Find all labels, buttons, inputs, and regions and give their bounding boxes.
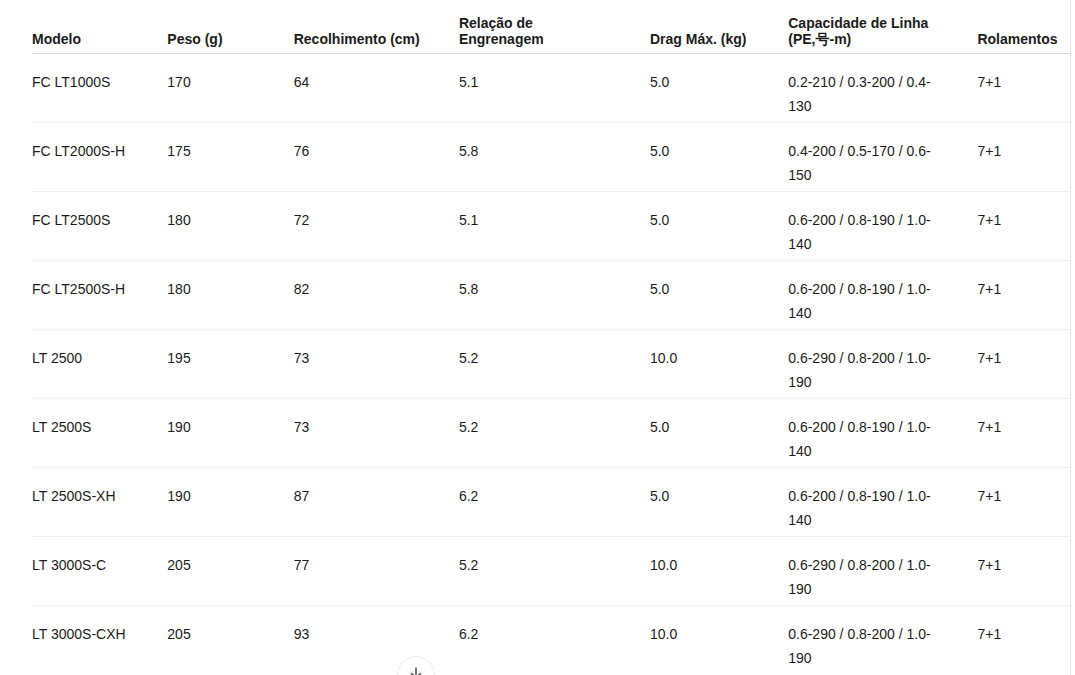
table-row: LT 3000S-C205775.210.00.6-290 / 0.8-200 … bbox=[32, 537, 1070, 606]
cell-rolamentos: 7+1 bbox=[977, 484, 1070, 508]
column-header-recolhimento: Recolhimento (cm) bbox=[294, 31, 459, 53]
cell-peso: 170 bbox=[167, 70, 293, 94]
cell-peso: 205 bbox=[167, 553, 293, 577]
cell-drag: 10.0 bbox=[650, 622, 788, 646]
table-row: FC LT2000S-H175765.85.00.4-200 / 0.5-170… bbox=[32, 123, 1070, 192]
cell-recolhimento: 93 bbox=[294, 622, 459, 646]
cell-peso: 175 bbox=[167, 139, 293, 163]
cell-capacidade: 0.6-200 / 0.8-190 / 1.0-140 bbox=[788, 277, 977, 325]
cell-modelo: LT 2500 bbox=[32, 346, 167, 370]
cell-capacidade: 0.2-210 / 0.3-200 / 0.4-130 bbox=[788, 70, 977, 118]
cell-rolamentos: 7+1 bbox=[977, 277, 1070, 301]
cell-relacao: 5.2 bbox=[459, 346, 650, 370]
cell-rolamentos: 7+1 bbox=[977, 139, 1070, 163]
cell-recolhimento: 87 bbox=[294, 484, 459, 508]
table-body: FC LT1000S170645.15.00.2-210 / 0.3-200 /… bbox=[32, 54, 1070, 675]
cell-peso: 180 bbox=[167, 208, 293, 232]
cell-drag: 5.0 bbox=[650, 70, 788, 94]
cell-rolamentos: 7+1 bbox=[977, 70, 1070, 94]
table-header-row: ModeloPeso (g)Recolhimento (cm)Relação d… bbox=[32, 0, 1070, 54]
cell-capacidade: 0.6-290 / 0.8-200 / 1.0-190 bbox=[788, 553, 977, 601]
cell-relacao: 6.2 bbox=[459, 622, 650, 646]
table-row: LT 3000S-CXH205936.210.00.6-290 / 0.8-20… bbox=[32, 606, 1070, 675]
cell-rolamentos: 7+1 bbox=[977, 415, 1070, 439]
spec-table: ModeloPeso (g)Recolhimento (cm)Relação d… bbox=[0, 0, 1070, 675]
cell-relacao: 5.1 bbox=[459, 208, 650, 232]
cell-drag: 5.0 bbox=[650, 139, 788, 163]
cell-modelo: FC LT2500S-H bbox=[32, 277, 167, 301]
cell-modelo: LT 2500S bbox=[32, 415, 167, 439]
cell-drag: 5.0 bbox=[650, 415, 788, 439]
column-header-drag: Drag Máx. (kg) bbox=[650, 31, 788, 53]
cell-recolhimento: 64 bbox=[294, 70, 459, 94]
cell-rolamentos: 7+1 bbox=[977, 346, 1070, 370]
column-header-modelo: Modelo bbox=[32, 31, 167, 53]
table-row: LT 2500195735.210.00.6-290 / 0.8-200 / 1… bbox=[32, 330, 1070, 399]
column-header-capacidade: Capacidade de Linha (PE,号-m) bbox=[788, 15, 977, 53]
cell-recolhimento: 76 bbox=[294, 139, 459, 163]
table-row: LT 2500S190735.25.00.6-200 / 0.8-190 / 1… bbox=[32, 399, 1070, 468]
cell-modelo: FC LT1000S bbox=[32, 70, 167, 94]
cell-rolamentos: 7+1 bbox=[977, 553, 1070, 577]
cell-drag: 10.0 bbox=[650, 346, 788, 370]
table-row: FC LT2500S-H180825.85.00.6-200 / 0.8-190… bbox=[32, 261, 1070, 330]
cell-drag: 5.0 bbox=[650, 484, 788, 508]
cell-drag: 5.0 bbox=[650, 208, 788, 232]
cell-recolhimento: 82 bbox=[294, 277, 459, 301]
table-row: LT 2500S-XH190876.25.00.6-200 / 0.8-190 … bbox=[32, 468, 1070, 537]
cell-relacao: 5.8 bbox=[459, 139, 650, 163]
table-row: FC LT2500S180725.15.00.6-200 / 0.8-190 /… bbox=[32, 192, 1070, 261]
cell-peso: 195 bbox=[167, 346, 293, 370]
cell-recolhimento: 77 bbox=[294, 553, 459, 577]
cell-modelo: LT 3000S-C bbox=[32, 553, 167, 577]
cell-rolamentos: 7+1 bbox=[977, 622, 1070, 646]
cell-drag: 5.0 bbox=[650, 277, 788, 301]
cell-recolhimento: 73 bbox=[294, 346, 459, 370]
cell-peso: 205 bbox=[167, 622, 293, 646]
cell-capacidade: 0.6-200 / 0.8-190 / 1.0-140 bbox=[788, 484, 977, 532]
cell-capacidade: 0.6-200 / 0.8-190 / 1.0-140 bbox=[788, 415, 977, 463]
cell-peso: 190 bbox=[167, 484, 293, 508]
column-header-peso: Peso (g) bbox=[167, 31, 293, 53]
column-header-relacao: Relação de Engrenagem bbox=[459, 15, 650, 53]
cell-drag: 10.0 bbox=[650, 553, 788, 577]
cell-recolhimento: 73 bbox=[294, 415, 459, 439]
table-right-border bbox=[1070, 0, 1071, 675]
cell-peso: 180 bbox=[167, 277, 293, 301]
cell-relacao: 5.1 bbox=[459, 70, 650, 94]
cell-modelo: LT 3000S-CXH bbox=[32, 622, 167, 646]
cell-modelo: LT 2500S-XH bbox=[32, 484, 167, 508]
cell-capacidade: 0.6-200 / 0.8-190 / 1.0-140 bbox=[788, 208, 977, 256]
cell-modelo: FC LT2000S-H bbox=[32, 139, 167, 163]
cell-capacidade: 0.4-200 / 0.5-170 / 0.6-150 bbox=[788, 139, 977, 187]
cell-peso: 190 bbox=[167, 415, 293, 439]
table-row: FC LT1000S170645.15.00.2-210 / 0.3-200 /… bbox=[32, 54, 1070, 123]
cell-modelo: FC LT2500S bbox=[32, 208, 167, 232]
cell-recolhimento: 72 bbox=[294, 208, 459, 232]
column-header-rolamentos: Rolamentos bbox=[977, 31, 1070, 53]
cell-capacidade: 0.6-290 / 0.8-200 / 1.0-190 bbox=[788, 622, 977, 670]
download-arrow-icon bbox=[404, 663, 428, 675]
cell-relacao: 5.2 bbox=[459, 415, 650, 439]
cell-rolamentos: 7+1 bbox=[977, 208, 1070, 232]
cell-capacidade: 0.6-290 / 0.8-200 / 1.0-190 bbox=[788, 346, 977, 394]
cell-relacao: 5.2 bbox=[459, 553, 650, 577]
cell-relacao: 6.2 bbox=[459, 484, 650, 508]
cell-relacao: 5.8 bbox=[459, 277, 650, 301]
